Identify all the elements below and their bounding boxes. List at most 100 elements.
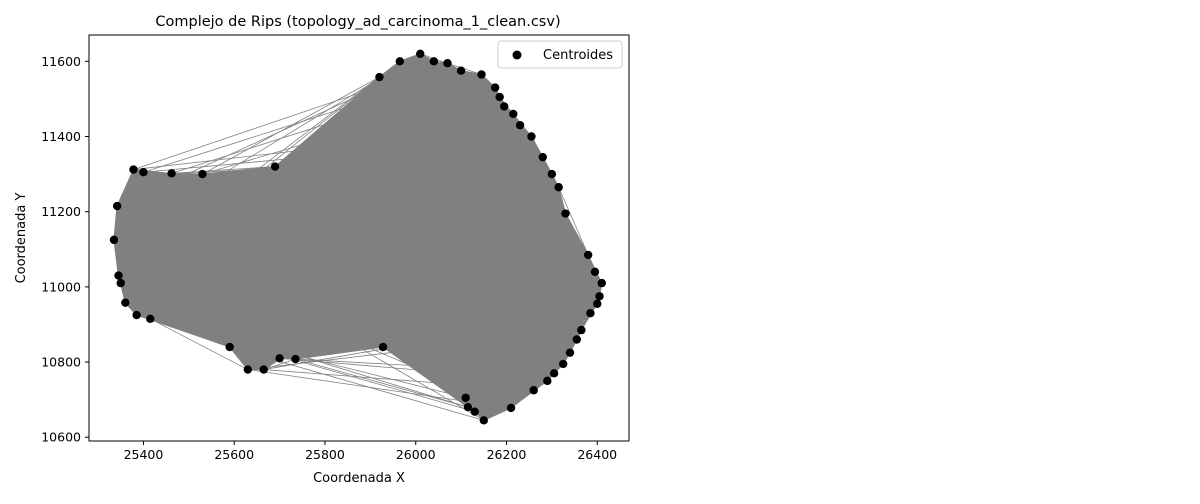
- complex-edge: [202, 173, 548, 382]
- complex-edge: [433, 61, 467, 398]
- complex-edge: [295, 295, 600, 360]
- complex-edge: [379, 76, 582, 331]
- centroid-point: [116, 278, 125, 288]
- centroid-point: [129, 165, 138, 174]
- centroid-point: [146, 314, 155, 324]
- centroid-point: [109, 235, 119, 245]
- complex-edge: [474, 329, 582, 412]
- complex-edge: [133, 124, 521, 170]
- complex-edge: [202, 173, 384, 348]
- complex-edge: [420, 53, 521, 126]
- complex-edge: [399, 60, 514, 115]
- complex-edge: [133, 62, 448, 170]
- complex-edge: [419, 53, 596, 273]
- complex-edge: [113, 239, 512, 409]
- complex-edge: [510, 380, 548, 409]
- complex-edge: [143, 136, 532, 173]
- y-tick-label: 11400: [41, 129, 81, 144]
- centroid-point: [259, 365, 268, 374]
- complex-edge: [143, 171, 602, 284]
- centroid-point: [593, 299, 602, 308]
- centroid-points: [109, 49, 606, 425]
- centroid-point: [139, 168, 148, 177]
- complex-edge: [379, 76, 505, 107]
- y-tick-label: 10800: [41, 355, 81, 370]
- centroid-point: [378, 342, 388, 352]
- complex-edge: [433, 61, 603, 284]
- legend-box: [497, 40, 623, 69]
- chart-title: Complejo de Rips (topology_ad_carcinoma_…: [155, 14, 560, 30]
- complex-edge: [118, 96, 500, 276]
- complex-edge: [171, 173, 469, 408]
- complex-edge: [143, 172, 231, 348]
- complex-edge: [274, 166, 534, 391]
- complex-edge: [481, 74, 559, 188]
- centroid-point: [429, 57, 439, 66]
- rips-complex-edges: [113, 53, 603, 421]
- complex-edge: [136, 314, 466, 399]
- complex-edge: [263, 369, 534, 391]
- complex-edge: [116, 205, 265, 370]
- complex-edge: [150, 318, 475, 413]
- centroid-point: [479, 416, 488, 425]
- complex-edge: [379, 76, 566, 214]
- complex-edge: [120, 76, 380, 284]
- centroid-point: [595, 292, 604, 301]
- complex-edge: [465, 339, 578, 399]
- complex-edge: [279, 87, 496, 359]
- complex-edge: [117, 205, 589, 256]
- complex-edge: [510, 303, 598, 409]
- centroid-point: [243, 365, 253, 374]
- complex-edge: [247, 106, 505, 370]
- centroid-point: [577, 325, 586, 335]
- centroid-point: [509, 109, 518, 119]
- complex-edge: [447, 62, 544, 158]
- complex-edge: [558, 187, 589, 256]
- complex-edge: [116, 171, 144, 207]
- centroid-point: [443, 58, 452, 68]
- centroid-point: [515, 121, 525, 130]
- centroid-point: [167, 169, 176, 178]
- x-axis: 25400 25600 25800 26000 26200 26400: [124, 441, 617, 462]
- centroid-point: [416, 49, 425, 58]
- complex-edge: [202, 87, 496, 175]
- centroid-point: [590, 267, 600, 277]
- complex-edge: [263, 358, 296, 370]
- centroid-point: [463, 402, 473, 412]
- complex-edge: [229, 346, 484, 421]
- legend: Centroides: [497, 40, 623, 69]
- x-tick-label: 26000: [396, 447, 436, 462]
- centroid-point: [506, 403, 516, 413]
- complex-edge: [136, 173, 203, 316]
- centroid-point: [565, 348, 575, 357]
- centroid-point: [547, 169, 557, 179]
- complex-edge: [519, 125, 600, 297]
- complex-edge: [120, 282, 548, 382]
- complex-edge: [136, 136, 532, 316]
- centroid-point: [132, 310, 141, 320]
- centroid-point: [114, 271, 123, 280]
- complex-edge: [229, 339, 577, 348]
- complex-edge: [263, 186, 559, 370]
- complex-edge: [113, 239, 280, 359]
- x-tick-label: 25800: [305, 447, 345, 462]
- axes-frame: [88, 34, 630, 442]
- complex-edge: [117, 113, 514, 207]
- centroid-point: [112, 201, 122, 211]
- complex-edge: [483, 187, 560, 421]
- complex-edge: [494, 87, 582, 331]
- complex-edge: [274, 166, 591, 314]
- complex-edge: [279, 357, 548, 382]
- x-tick-label: 26200: [487, 447, 527, 462]
- centroid-point: [559, 359, 568, 369]
- complex-edge: [149, 173, 172, 319]
- centroid-point: [477, 70, 486, 79]
- y-axis: 10600 10800 11000 11200 11400 11600: [41, 54, 89, 445]
- complex-fill: [113, 53, 603, 421]
- complex-edge: [116, 205, 484, 421]
- complex-edge: [247, 53, 421, 370]
- complex-edge: [467, 271, 596, 408]
- complex-edge: [279, 76, 380, 359]
- complex-edge: [171, 156, 543, 174]
